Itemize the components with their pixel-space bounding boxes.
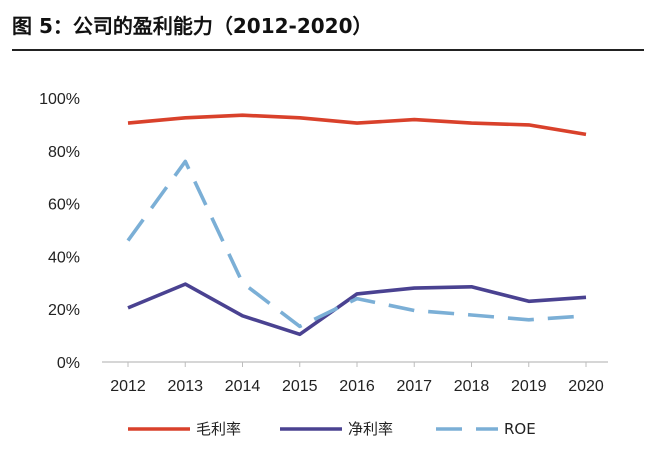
x-tick-label: 2016 [339, 378, 375, 395]
chart-series [126, 113, 587, 337]
y-tick-label: 60% [48, 197, 80, 214]
x-tick-label: 2018 [454, 378, 490, 395]
y-tick-label: 20% [48, 302, 80, 319]
chart-legend: 毛利率 净利率 ROE [128, 420, 536, 438]
legend-label-2: ROE [504, 420, 536, 438]
x-tick-label: 2017 [396, 378, 432, 395]
x-tick-label: 2019 [511, 378, 547, 395]
figure-title: 图 5：公司的盈利能力（2012-2020） [12, 14, 373, 38]
series-line-0 [127, 113, 587, 137]
y-tick-label: 100% [39, 91, 80, 108]
y-tick-label: 40% [48, 249, 80, 266]
x-tick-label: 2020 [568, 378, 604, 395]
x-tick-label: 2012 [110, 378, 146, 395]
x-tick-label: 2014 [225, 378, 261, 395]
title-rule [12, 49, 644, 51]
y-tick-label: 80% [48, 144, 80, 161]
x-tick-label: 2013 [167, 378, 203, 395]
chart-axes: 0% 20% 40% 60% 80% 100% 2012 2013 2014 2015 2016 20… [39, 91, 608, 395]
series-line-1 [127, 282, 587, 337]
x-tick-label: 2015 [282, 378, 318, 395]
legend-label-0: 毛利率 [196, 420, 241, 438]
legend-label-1: 净利率 [348, 420, 393, 438]
y-tick-label: 0% [57, 355, 80, 372]
series-line-2 [126, 159, 587, 329]
